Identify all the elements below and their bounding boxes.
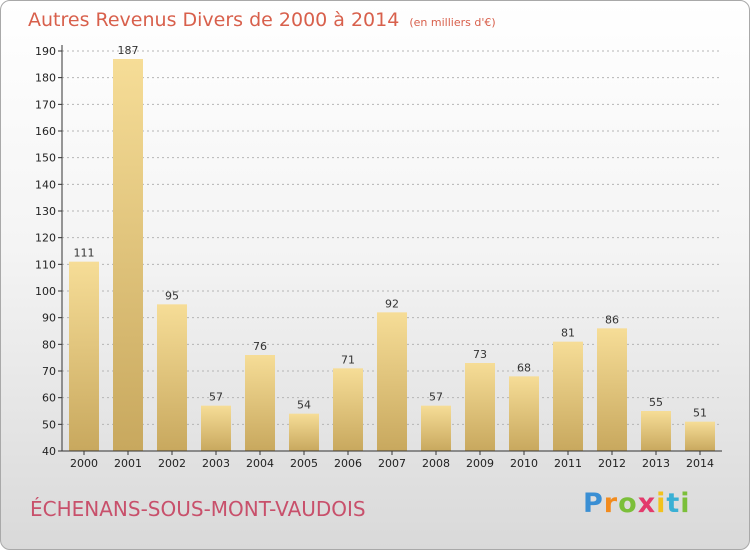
logo-letter: x <box>637 488 657 519</box>
x-tick-label-2009: 2009 <box>466 457 494 470</box>
data-label-2011: 81 <box>561 327 575 340</box>
x-tick-label-2012: 2012 <box>598 457 626 470</box>
data-label-2014: 51 <box>693 407 707 420</box>
bar-2004 <box>245 355 275 451</box>
bar-2001 <box>113 59 143 451</box>
data-label-2013: 55 <box>649 396 663 409</box>
data-label-2008: 57 <box>429 391 443 404</box>
x-tick-label-2013: 2013 <box>642 457 670 470</box>
data-label-2004: 76 <box>253 340 267 353</box>
bar-2011 <box>553 341 583 451</box>
y-tick-label: 130 <box>35 205 56 218</box>
x-tick-label-2005: 2005 <box>290 457 318 470</box>
y-tick-label: 150 <box>35 152 56 165</box>
data-label-2000: 111 <box>74 247 95 260</box>
y-tick-label: 80 <box>42 338 56 351</box>
data-label-2002: 95 <box>165 289 179 302</box>
y-tick-label: 70 <box>42 365 56 378</box>
data-label-2001: 187 <box>118 44 139 57</box>
bar-2012 <box>597 328 627 451</box>
chart-title-text: Autres Revenus Divers de 2000 à 2014 <box>28 9 400 31</box>
data-label-2006: 71 <box>341 353 355 366</box>
x-tick-label-2010: 2010 <box>510 457 538 470</box>
x-tick-label-2008: 2008 <box>422 457 450 470</box>
proxiti-logo: Proxiti <box>583 488 691 519</box>
logo-letter: o <box>618 488 638 519</box>
x-tick-label-2007: 2007 <box>378 457 406 470</box>
y-tick-label: 170 <box>35 98 56 111</box>
y-tick-label: 100 <box>35 285 56 298</box>
data-label-2010: 68 <box>517 361 531 374</box>
data-label-2005: 54 <box>297 399 311 412</box>
y-tick-label: 60 <box>42 392 56 405</box>
y-tick-label: 90 <box>42 312 56 325</box>
bar-2003 <box>201 405 231 451</box>
y-tick-label: 160 <box>35 125 56 138</box>
y-tick-label: 180 <box>35 72 56 85</box>
bar-2006 <box>333 368 363 451</box>
bar-2010 <box>509 376 539 451</box>
logo-letter: P <box>583 488 604 519</box>
x-tick-label-2011: 2011 <box>554 457 582 470</box>
logo-letter: i <box>680 488 691 519</box>
bar-2000 <box>69 261 99 451</box>
x-tick-label-2001: 2001 <box>114 457 142 470</box>
y-tick-label: 110 <box>35 258 56 271</box>
x-tick-label-2002: 2002 <box>158 457 186 470</box>
x-tick-label-2014: 2014 <box>686 457 714 470</box>
y-tick-label: 50 <box>42 418 56 431</box>
data-label-2009: 73 <box>473 348 487 361</box>
bar-2002 <box>157 304 187 451</box>
bar-2005 <box>289 413 319 451</box>
bar-2008 <box>421 405 451 451</box>
y-tick-label: 40 <box>42 445 56 458</box>
bar-2007 <box>377 312 407 451</box>
logo-letter: t <box>666 488 681 519</box>
x-tick-label-2004: 2004 <box>246 457 274 470</box>
logo-letter: r <box>603 488 619 519</box>
x-tick-label-2003: 2003 <box>202 457 230 470</box>
data-label-2003: 57 <box>209 391 223 404</box>
data-label-2007: 92 <box>385 297 399 310</box>
x-tick-label-2000: 2000 <box>70 457 98 470</box>
data-label-2012: 86 <box>605 313 619 326</box>
bar-2013 <box>641 411 671 451</box>
x-tick-label-2006: 2006 <box>334 457 362 470</box>
y-tick-label: 120 <box>35 232 56 245</box>
bar-2014 <box>685 421 715 451</box>
y-tick-label: 190 <box>35 45 56 58</box>
y-tick-label: 140 <box>35 178 56 191</box>
chart-title: Autres Revenus Divers de 2000 à 2014 (en… <box>28 9 496 31</box>
bar-2009 <box>465 363 495 451</box>
commune-name: ÉCHENANS-SOUS-MONT-VAUDOIS <box>30 497 366 521</box>
logo-letter: i <box>656 488 667 519</box>
chart-subtitle: (en milliers d'€) <box>409 16 496 29</box>
